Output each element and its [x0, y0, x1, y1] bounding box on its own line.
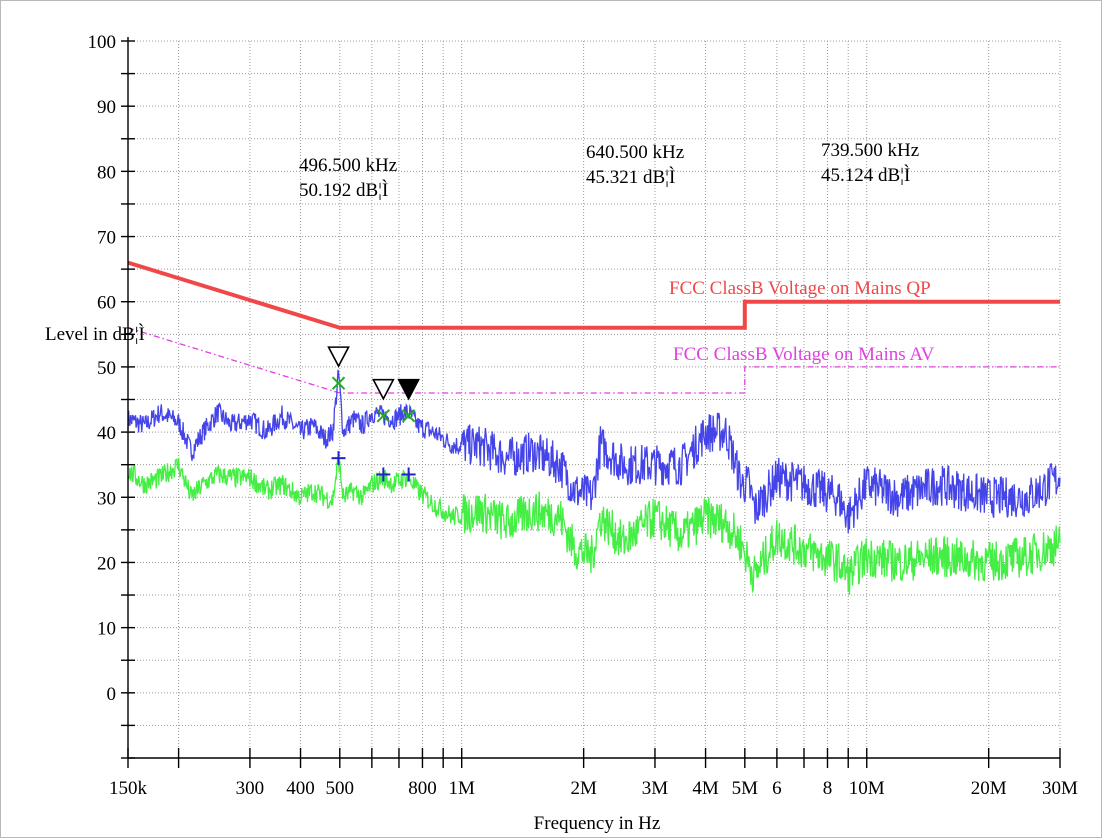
- cross-stroke: [401, 409, 416, 423]
- marker-triangle: [327, 346, 350, 368]
- x-tick-label: 4M: [692, 778, 719, 799]
- y-tick-label: 80: [97, 162, 116, 183]
- x-tick-label: 10M: [849, 778, 885, 799]
- x-tick-label: 500: [326, 778, 355, 799]
- qp-limit-line: [127, 260, 1060, 330]
- x-tick-label: 300: [236, 778, 265, 799]
- qp-marker-cross: [376, 409, 391, 423]
- x-tick-label: 150k: [109, 778, 148, 799]
- av-limit-line: [127, 327, 1060, 394]
- y-tick-label: 60: [97, 293, 116, 314]
- x-tick-label: 6: [772, 778, 782, 799]
- x-tick-label: 5M: [732, 778, 759, 799]
- axes: 0 10 20 30 40 50 60 70 80 90 100 150k 300 400 500 800 1M…: [88, 32, 1079, 799]
- average-series-line: [127, 455, 1061, 595]
- x-tick-label: 2M: [570, 778, 597, 799]
- x-tick-label: 30M: [1042, 778, 1078, 799]
- y-tick-label: 90: [97, 97, 116, 118]
- annotation-2-level: 45.321 dB¦Ì: [586, 166, 675, 188]
- x-axis-label: Frequency in Hz: [534, 813, 661, 834]
- y-tick-label: 10: [97, 619, 116, 640]
- grid: [127, 40, 1061, 759]
- x-tick-label: 400: [286, 778, 315, 799]
- annotation-1-level: 50.192 dB¦Ì: [299, 179, 388, 201]
- x-tick-label: 1M: [449, 778, 476, 799]
- peak-series-line: [127, 369, 1061, 534]
- measurement-series: [127, 369, 1061, 595]
- qp-limit-label: FCC ClassB Voltage on Mains QP: [669, 278, 931, 299]
- annotation-2-frequency: 640.500 kHz: [586, 142, 684, 163]
- x-tick-label: 20M: [971, 778, 1007, 799]
- y-tick-label: 40: [97, 423, 116, 444]
- qp-marker-cross: [331, 376, 346, 390]
- av-marker-plus: [331, 451, 346, 466]
- av-marker-plus: [376, 467, 391, 482]
- y-tick-label: 70: [97, 228, 116, 249]
- av-marker-plus: [401, 467, 416, 482]
- limit-lines: [127, 260, 1060, 394]
- cross-stroke: [331, 376, 346, 390]
- active-marker-triangle: [397, 378, 420, 401]
- y-tick-label: 20: [97, 553, 116, 574]
- annotation-3-level: 45.124 dB¦Ì: [821, 164, 910, 186]
- y-tick-label: 30: [97, 488, 116, 509]
- y-tick-label: 0: [107, 684, 117, 705]
- x-tick-label: 800: [408, 778, 437, 799]
- annotation-3-frequency: 739.500 kHz: [821, 140, 919, 161]
- cross-stroke: [376, 409, 391, 423]
- annotation-1-frequency: 496.500 kHz: [299, 155, 397, 176]
- av-limit-label: FCC ClassB Voltage on Mains AV: [673, 344, 935, 365]
- x-tick-label: 8: [823, 778, 833, 799]
- y-tick-label: 100: [88, 32, 117, 53]
- y-tick-label: 50: [97, 358, 116, 379]
- qp-marker-cross: [401, 409, 416, 423]
- x-tick-label: 3M: [642, 778, 669, 799]
- y-axis-label: Level in dB¦Ì: [45, 323, 145, 345]
- peak-markers: [327, 346, 420, 482]
- marker-triangle: [372, 378, 395, 401]
